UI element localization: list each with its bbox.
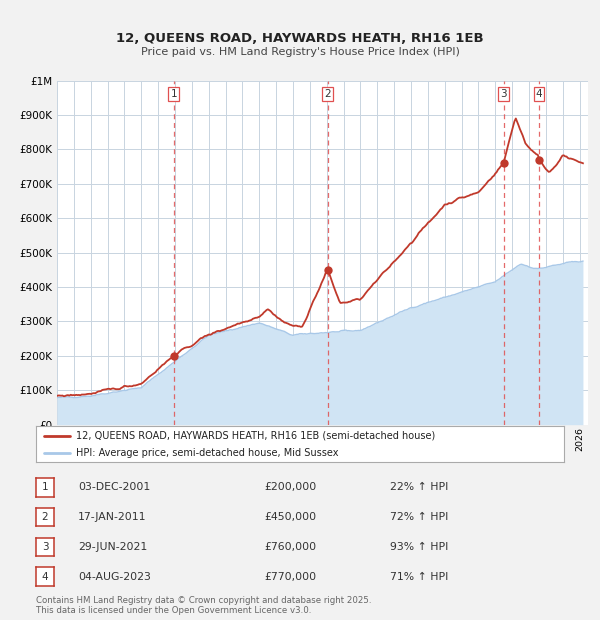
Text: 12, QUEENS ROAD, HAYWARDS HEATH, RH16 1EB (semi-detached house): 12, QUEENS ROAD, HAYWARDS HEATH, RH16 1E… [76, 431, 435, 441]
Text: 3: 3 [500, 89, 507, 99]
Text: 1: 1 [41, 482, 49, 492]
Text: 2: 2 [41, 512, 49, 522]
Text: HPI: Average price, semi-detached house, Mid Sussex: HPI: Average price, semi-detached house,… [76, 448, 338, 458]
Text: 22% ↑ HPI: 22% ↑ HPI [390, 482, 448, 492]
Text: 93% ↑ HPI: 93% ↑ HPI [390, 542, 448, 552]
Text: £450,000: £450,000 [264, 512, 316, 522]
Text: £760,000: £760,000 [264, 542, 316, 552]
Text: Contains HM Land Registry data © Crown copyright and database right 2025.
This d: Contains HM Land Registry data © Crown c… [36, 596, 371, 615]
Text: £770,000: £770,000 [264, 572, 316, 582]
Text: Price paid vs. HM Land Registry's House Price Index (HPI): Price paid vs. HM Land Registry's House … [140, 47, 460, 57]
Text: 3: 3 [41, 542, 49, 552]
Text: £200,000: £200,000 [264, 482, 316, 492]
Text: 72% ↑ HPI: 72% ↑ HPI [390, 512, 448, 522]
Text: 4: 4 [536, 89, 542, 99]
Text: 4: 4 [41, 572, 49, 582]
Text: 2: 2 [324, 89, 331, 99]
Text: 04-AUG-2023: 04-AUG-2023 [78, 572, 151, 582]
Text: 71% ↑ HPI: 71% ↑ HPI [390, 572, 448, 582]
Text: 12, QUEENS ROAD, HAYWARDS HEATH, RH16 1EB: 12, QUEENS ROAD, HAYWARDS HEATH, RH16 1E… [116, 32, 484, 45]
Text: 17-JAN-2011: 17-JAN-2011 [78, 512, 146, 522]
Text: 03-DEC-2001: 03-DEC-2001 [78, 482, 150, 492]
Text: 29-JUN-2021: 29-JUN-2021 [78, 542, 147, 552]
Text: 1: 1 [170, 89, 177, 99]
